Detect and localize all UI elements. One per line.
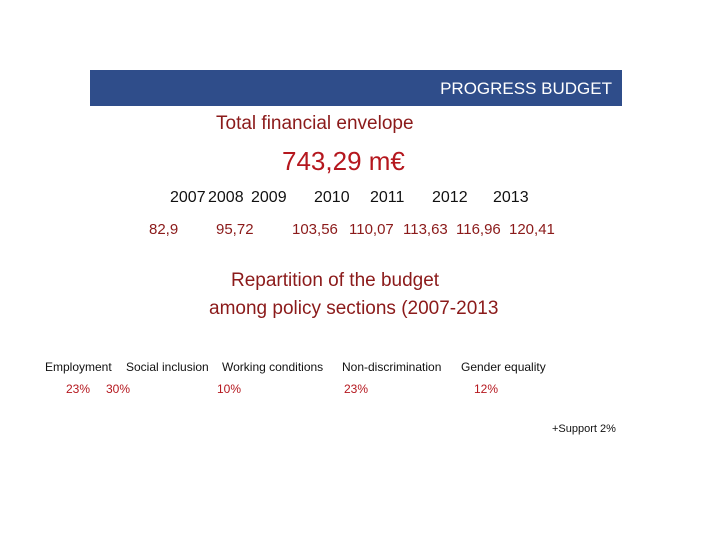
year-label: 2009 [251,189,287,206]
envelope-label: Total financial envelope [216,113,414,134]
budget-value: 120,41 [509,221,555,238]
repartition-title-line2: among policy sections (2007-2013 [209,298,499,319]
year-label: 2007 [170,189,206,206]
policy-name: Non-discrimination [342,360,442,374]
year-label: 2011 [370,189,405,206]
policy-share: 23% [344,382,369,396]
year-label: 2013 [493,189,529,206]
policy-share: 30% [106,382,131,396]
policy-name: Working conditions [222,360,324,374]
support-note: +Support 2% [552,423,616,435]
policy-share: 12% [474,382,499,396]
policy-share: 10% [217,382,242,396]
policy-share: 23% [66,382,91,396]
year-label: 2010 [314,189,350,206]
budget-value: 116,96 [456,221,501,238]
envelope-total: 743,29 m€ [282,146,405,176]
policy-name: Gender equality [461,360,546,374]
policy-name: Employment [45,360,112,374]
budget-value: 113,63 [403,221,448,238]
year-label: 2008 [208,189,244,206]
budget-value: 110,07 [349,221,394,238]
header-title: PROGRESS BUDGET [440,79,612,98]
repartition-title-line1: Repartition of the budget [231,270,440,291]
year-label: 2012 [432,189,468,206]
budget-value: 82,9 [149,221,179,238]
budget-value: 103,56 [292,221,338,238]
policy-name: Social inclusion [126,360,209,374]
budget-value: 95,72 [216,221,254,238]
header-banner: PROGRESS BUDGET [90,70,622,106]
